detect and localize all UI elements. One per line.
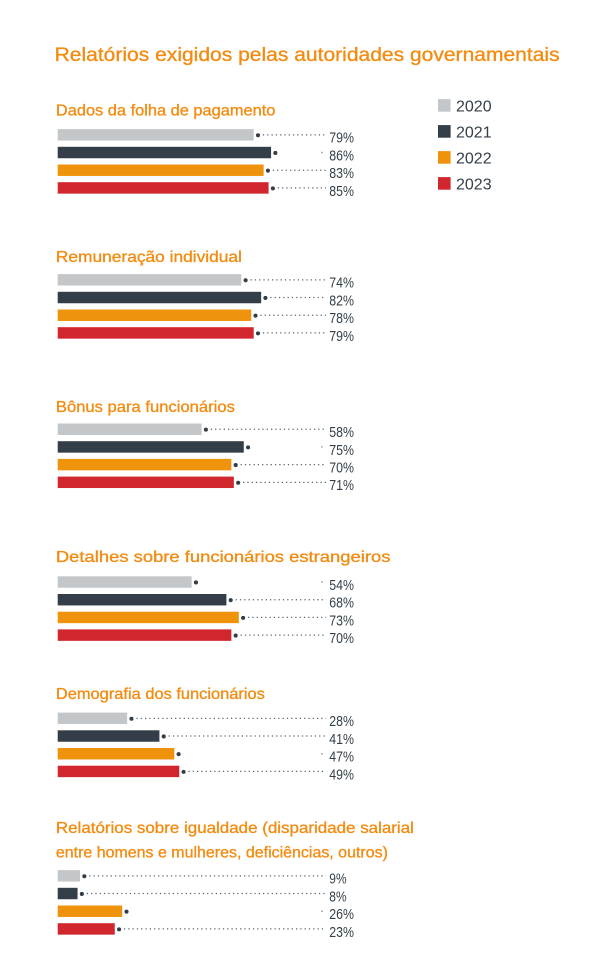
svg-text:23%: 23% bbox=[329, 925, 354, 941]
svg-text:47%: 47% bbox=[329, 750, 354, 766]
svg-text:58%: 58% bbox=[329, 425, 354, 441]
svg-text:2020: 2020 bbox=[456, 98, 492, 115]
svg-text:entre homens e mulheres, defic: entre homens e mulheres, deficiências, o… bbox=[56, 844, 388, 861]
svg-text:Relatórios exigidos pelas auto: Relatórios exigidos pelas autoridades go… bbox=[55, 44, 560, 66]
svg-text:Remuneração individual: Remuneração individual bbox=[56, 249, 242, 266]
svg-text:74%: 74% bbox=[329, 276, 354, 292]
svg-text:79%: 79% bbox=[329, 131, 354, 147]
svg-text:Dados da folha de pagamento: Dados da folha de pagamento bbox=[56, 103, 276, 120]
svg-text:83%: 83% bbox=[329, 166, 354, 182]
svg-text:41%: 41% bbox=[329, 732, 354, 748]
svg-text:8%: 8% bbox=[329, 889, 346, 905]
svg-text:2022: 2022 bbox=[456, 150, 492, 167]
svg-text:86%: 86% bbox=[329, 148, 354, 164]
svg-text:85%: 85% bbox=[329, 184, 354, 200]
svg-text:26%: 26% bbox=[329, 907, 354, 923]
svg-text:78%: 78% bbox=[329, 311, 354, 327]
svg-text:2023: 2023 bbox=[456, 176, 492, 193]
svg-text:73%: 73% bbox=[329, 613, 354, 629]
svg-text:75%: 75% bbox=[329, 443, 354, 459]
svg-text:49%: 49% bbox=[329, 767, 354, 783]
svg-text:54%: 54% bbox=[329, 578, 354, 594]
svg-text:79%: 79% bbox=[329, 329, 354, 345]
svg-text:71%: 71% bbox=[329, 478, 354, 494]
svg-text:70%: 70% bbox=[329, 461, 354, 477]
svg-text:Relatórios sobre igualdade (di: Relatórios sobre igualdade (disparidade … bbox=[56, 820, 414, 837]
svg-text:68%: 68% bbox=[329, 596, 354, 612]
svg-text:9%: 9% bbox=[329, 872, 346, 888]
svg-text:Bônus para funcionários: Bônus para funcionários bbox=[56, 399, 235, 416]
svg-text:Detalhes sobre funcionários es: Detalhes sobre funcionários estrangeiros bbox=[56, 549, 391, 566]
svg-text:82%: 82% bbox=[329, 293, 354, 309]
svg-text:70%: 70% bbox=[329, 631, 354, 647]
svg-text:Demografia dos funcionários: Demografia dos funcionários bbox=[56, 686, 265, 703]
svg-text:2021: 2021 bbox=[456, 124, 492, 141]
svg-text:28%: 28% bbox=[329, 714, 354, 730]
